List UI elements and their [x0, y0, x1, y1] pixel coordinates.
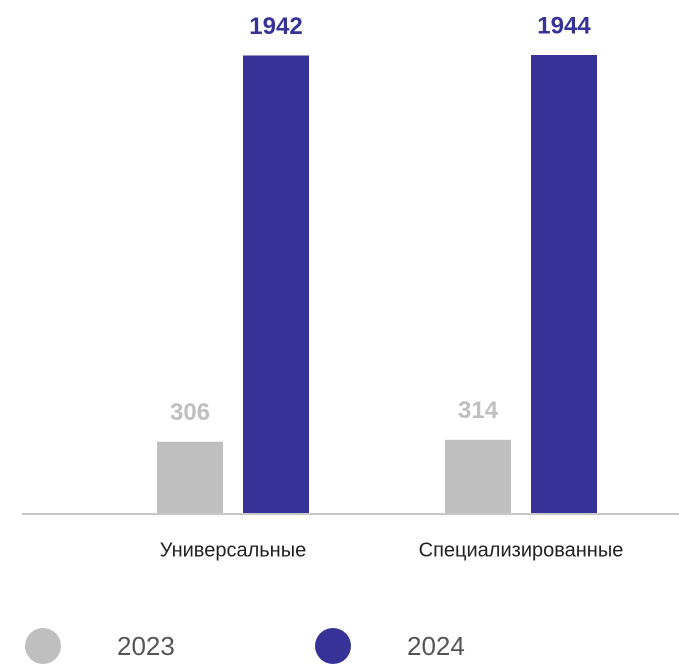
bar — [243, 55, 309, 514]
x-tick-label: Универсальные — [160, 539, 306, 561]
data-label: 1942 — [249, 13, 302, 40]
bar — [157, 441, 223, 514]
bar — [445, 439, 511, 514]
legend-marker — [315, 628, 351, 664]
legend-marker — [25, 628, 61, 664]
legend-label: 2024 — [407, 631, 465, 661]
legend-label: 2023 — [117, 631, 175, 661]
data-label: 306 — [170, 399, 210, 426]
data-label: 314 — [458, 397, 499, 424]
x-tick-label: Специализированные — [419, 539, 624, 561]
bar — [531, 55, 597, 514]
data-label: 1944 — [537, 12, 591, 39]
